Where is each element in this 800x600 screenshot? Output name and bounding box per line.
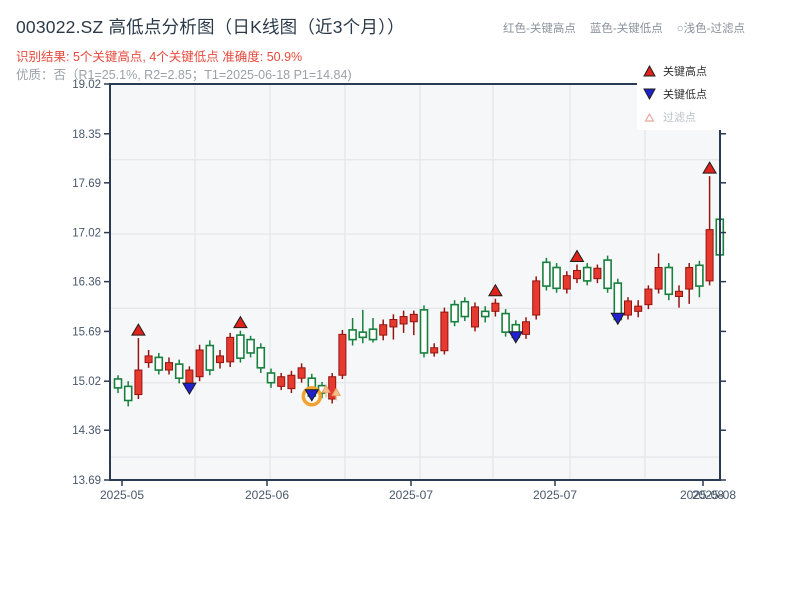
svg-text:17.02: 17.02 [72,228,101,240]
color-legend-hint: 红色-关键高点 蓝色-关键低点 ○浅色-过滤点 [489,20,745,36]
svg-text:2025-07: 2025-07 [389,488,433,502]
svg-text:2025-06: 2025-06 [245,488,289,502]
filtered-triangle-icon [644,112,655,122]
legend-label-key-high: 关键高点 [663,65,707,78]
svg-text:13.69: 13.69 [72,475,101,487]
svg-text:18.35: 18.35 [72,129,101,141]
legend-item-key-high: 关键高点 [643,59,727,82]
legend-label-filtered: 过滤点 [663,111,696,124]
svg-text:15.69: 15.69 [72,326,101,338]
svg-text:15.02: 15.02 [72,376,101,388]
key-low-triangle-icon [643,88,656,100]
legend-label-key-low: 关键低点 [663,88,707,101]
svg-text:2025-07: 2025-07 [533,488,577,502]
svg-text:2025-08: 2025-08 [692,488,736,502]
page-title: 003022.SZ 高低点分析图（日K线图（近3个月）） [16,17,405,37]
key-high-triangle-icon [643,64,656,76]
recognition-result-text: 识别结果: 5个关键高点, 4个关键低点 准确度: 50.9% [16,50,303,64]
svg-text:14.36: 14.36 [72,425,101,437]
hint-key-low: 蓝色-关键低点 [589,23,663,35]
hint-key-high: 红色-关键高点 [503,23,576,35]
legend-item-filtered: 过滤点 [643,105,727,128]
legend-item-key-low: 关键低点 [643,82,727,105]
svg-text:2025-08: 2025-08 [680,488,724,502]
svg-text:2025-05: 2025-05 [100,488,144,502]
hint-filtered: ○浅色-过滤点 [676,23,745,35]
quality-metrics-text: 优质：否（R1=25.1%, R2=2.85；T1=2025-06-18 P1=… [16,68,352,82]
svg-text:17.69: 17.69 [72,178,101,190]
svg-text:16.36: 16.36 [72,277,101,289]
chart-legend: 关键高点 关键低点 过滤点 [637,57,727,130]
svg-text:19.02: 19.02 [72,79,101,91]
